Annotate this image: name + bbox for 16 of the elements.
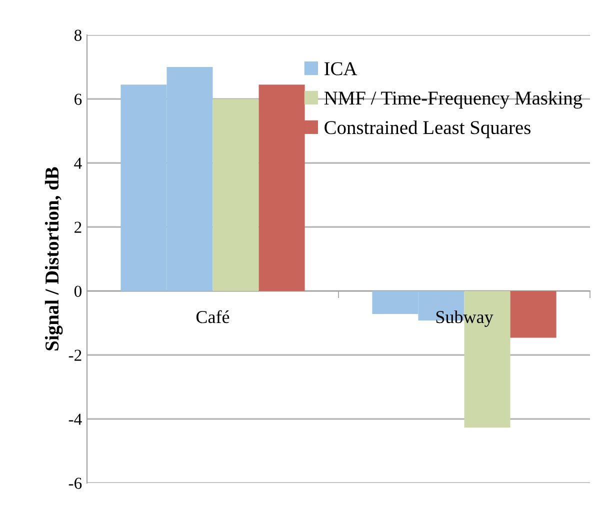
- x-tick-label: Café: [196, 310, 230, 324]
- y-tick-label: -4: [68, 414, 82, 425]
- bar: [212, 99, 259, 291]
- x-tick-label: Subway: [436, 310, 494, 327]
- y-tick-label: -6: [68, 478, 82, 489]
- y-tick-label: 6: [74, 94, 82, 105]
- y-tick-label: -2: [68, 350, 82, 361]
- bar: [510, 291, 556, 338]
- y-tick-label: 4: [74, 158, 82, 169]
- y-tick-label: 0: [74, 286, 82, 297]
- legend-label: NMF / Time-Frequency Masking: [324, 90, 582, 109]
- legend-label: Constrained Least Squares: [324, 120, 530, 138]
- y-tick-label: 2: [74, 222, 82, 233]
- y-tick-label: 8: [74, 30, 82, 41]
- legend-label: ICA: [324, 62, 358, 76]
- y-axis-title: Signal / Distortion, dB: [44, 167, 63, 350]
